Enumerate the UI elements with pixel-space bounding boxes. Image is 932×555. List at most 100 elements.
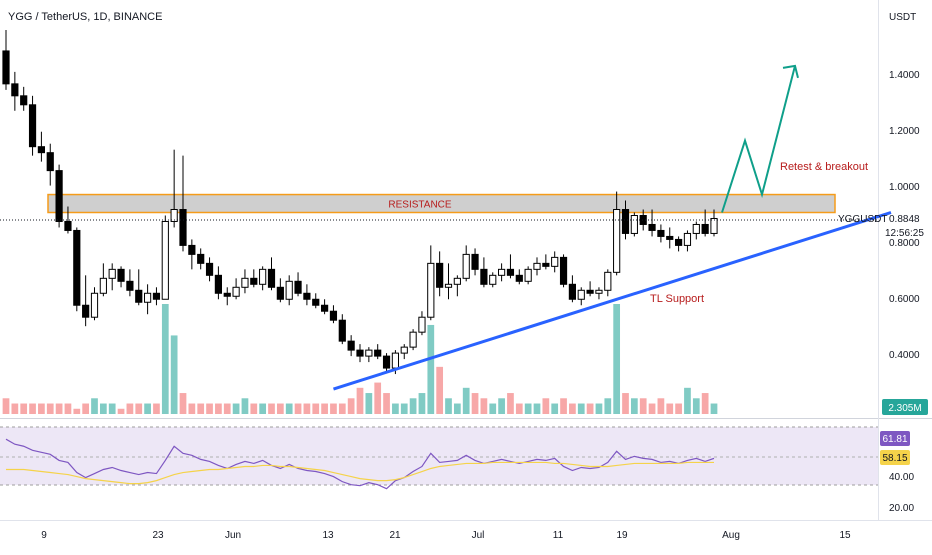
- candle-down[interactable]: [267, 268, 276, 288]
- candle-down[interactable]: [197, 253, 205, 264]
- candle-up[interactable]: [577, 289, 585, 300]
- candle-down[interactable]: [135, 289, 143, 303]
- candle-up[interactable]: [108, 268, 116, 279]
- candle-down[interactable]: [20, 95, 28, 106]
- candle-down[interactable]: [294, 280, 302, 294]
- candle-down[interactable]: [276, 286, 284, 300]
- volume-bar: [117, 408, 125, 414]
- candle-down[interactable]: [82, 304, 90, 318]
- candle-down[interactable]: [542, 262, 550, 267]
- projection-arrow[interactable]: [721, 65, 796, 213]
- candle-up[interactable]: [409, 331, 417, 348]
- candle-down[interactable]: [506, 268, 515, 276]
- candle-down[interactable]: [559, 256, 568, 285]
- candle-up[interactable]: [241, 277, 249, 288]
- rsi-ma-line: [6, 461, 714, 485]
- candlesticks[interactable]: [2, 30, 718, 375]
- candle-down[interactable]: [338, 319, 346, 342]
- volume-bar: [294, 403, 302, 414]
- resistance-zone[interactable]: [47, 193, 836, 214]
- candle-down[interactable]: [329, 310, 338, 321]
- candle-up[interactable]: [99, 277, 107, 294]
- candle-down[interactable]: [188, 244, 196, 255]
- candle-up[interactable]: [444, 283, 453, 288]
- volume-bar: [489, 403, 497, 414]
- candle-down[interactable]: [621, 209, 630, 234]
- candle-down[interactable]: [321, 304, 329, 312]
- volume-bar: [666, 403, 674, 414]
- candle-down[interactable]: [374, 349, 382, 357]
- price-tick: 1.4000: [889, 70, 920, 81]
- candle-up[interactable]: [90, 292, 99, 318]
- candle-down[interactable]: [214, 274, 222, 294]
- candle-down[interactable]: [480, 268, 488, 285]
- candle-down[interactable]: [382, 355, 391, 369]
- candle-down[interactable]: [347, 340, 355, 351]
- candle-up[interactable]: [427, 262, 435, 318]
- candle-down[interactable]: [126, 280, 134, 291]
- candle-up[interactable]: [595, 289, 603, 294]
- volume-bar: [418, 393, 426, 414]
- candle-up[interactable]: [418, 316, 426, 333]
- candle-down[interactable]: [28, 104, 37, 148]
- candle-down[interactable]: [73, 229, 81, 306]
- candle-up[interactable]: [400, 346, 408, 354]
- candle-down[interactable]: [55, 170, 63, 222]
- candle-down[interactable]: [303, 292, 311, 300]
- candle-up[interactable]: [232, 286, 240, 297]
- candle-up[interactable]: [613, 209, 621, 273]
- candle-up[interactable]: [498, 268, 506, 276]
- candle-up[interactable]: [391, 352, 399, 369]
- candle-down[interactable]: [701, 223, 709, 234]
- candle-down[interactable]: [2, 50, 10, 85]
- candle-down[interactable]: [436, 262, 444, 288]
- candle-down[interactable]: [515, 274, 523, 282]
- candle-up[interactable]: [524, 268, 532, 282]
- candle-down[interactable]: [471, 253, 479, 270]
- candle-down[interactable]: [648, 223, 656, 231]
- candle-up[interactable]: [710, 217, 718, 234]
- candle-down[interactable]: [205, 262, 214, 276]
- candle-up[interactable]: [365, 349, 373, 357]
- candle-up[interactable]: [692, 223, 700, 234]
- countdown: 12:56:25: [885, 228, 924, 239]
- candle-up[interactable]: [462, 253, 470, 279]
- candle-down[interactable]: [64, 220, 72, 231]
- candle-down[interactable]: [223, 292, 231, 297]
- volume-badge-text: 2.305M: [888, 403, 921, 414]
- candle-up[interactable]: [144, 292, 152, 303]
- candle-down[interactable]: [356, 349, 364, 357]
- candle-down[interactable]: [675, 238, 683, 246]
- candle-up[interactable]: [285, 280, 293, 300]
- candle-up[interactable]: [259, 268, 267, 285]
- candle-up[interactable]: [630, 214, 638, 234]
- candle-down[interactable]: [312, 298, 320, 306]
- volume-bar: [153, 403, 160, 414]
- candle-up[interactable]: [161, 220, 169, 300]
- candle-up[interactable]: [489, 274, 497, 285]
- candle-up[interactable]: [551, 256, 559, 267]
- candle-up[interactable]: [604, 271, 612, 291]
- volume-bar: [215, 403, 222, 414]
- candle-up[interactable]: [533, 262, 541, 270]
- volume-bar: [232, 403, 240, 414]
- candle-down[interactable]: [666, 235, 674, 240]
- candle-up[interactable]: [453, 277, 461, 285]
- candle-down[interactable]: [250, 277, 258, 285]
- volume-bar: [38, 403, 45, 414]
- candle-down[interactable]: [657, 229, 665, 237]
- candle-up[interactable]: [683, 232, 692, 246]
- candle-down[interactable]: [152, 292, 161, 300]
- candle-down[interactable]: [46, 152, 54, 172]
- candle-down[interactable]: [586, 289, 594, 294]
- candle-down[interactable]: [179, 209, 187, 246]
- candle-down[interactable]: [37, 146, 45, 154]
- candle-up[interactable]: [170, 209, 178, 222]
- trendline-support[interactable]: [332, 211, 892, 391]
- candle-down[interactable]: [117, 268, 125, 282]
- candle-down[interactable]: [568, 283, 576, 300]
- candle-down[interactable]: [639, 214, 647, 225]
- candle-down[interactable]: [11, 83, 19, 97]
